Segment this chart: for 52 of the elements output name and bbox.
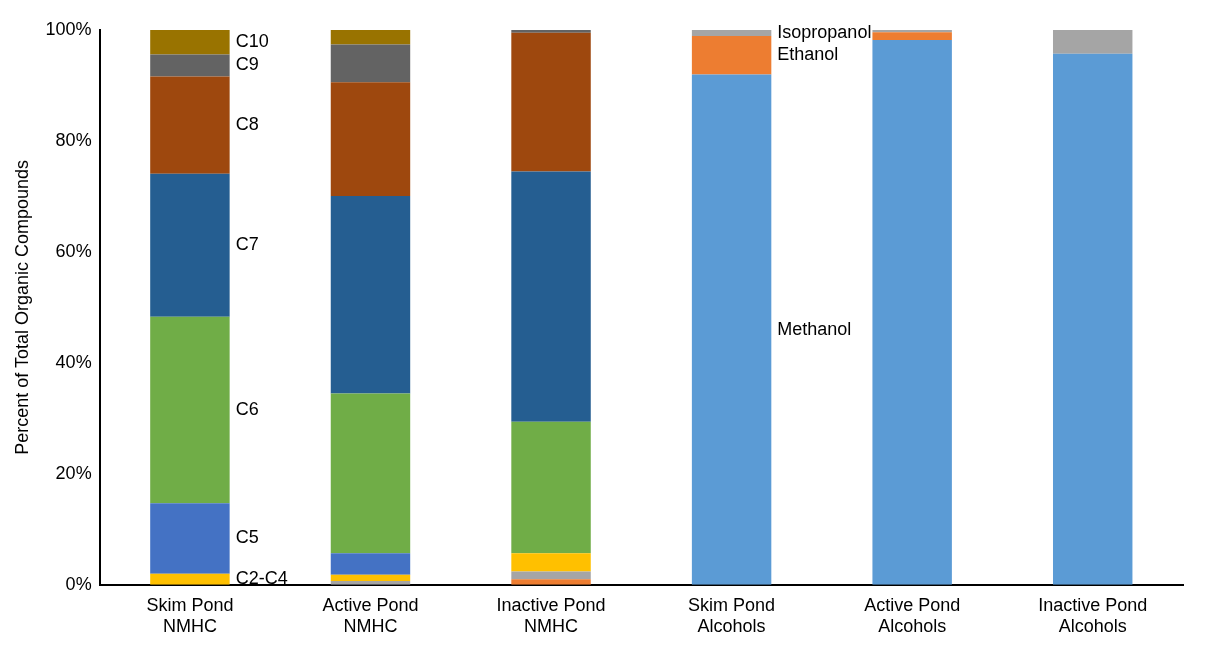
bar xyxy=(330,195,411,394)
series-label: C8 xyxy=(235,114,259,135)
bar xyxy=(691,74,772,585)
bar xyxy=(330,44,411,83)
bar xyxy=(511,30,591,33)
bar xyxy=(691,36,772,75)
y-tick-label: 100% xyxy=(45,18,92,39)
x-tick-label: Active Pond Alcohols xyxy=(864,594,961,637)
bar xyxy=(150,76,230,174)
bar xyxy=(150,316,230,504)
bar xyxy=(330,30,411,45)
series-label: C2-C4 xyxy=(235,568,288,589)
bar xyxy=(150,54,230,77)
bar xyxy=(872,30,952,33)
y-tick-label: 80% xyxy=(55,129,92,150)
bar xyxy=(150,503,230,574)
x-tick-label: Skim Pond Alcohols xyxy=(688,594,776,637)
bar xyxy=(1053,53,1133,585)
series-label: C6 xyxy=(235,399,259,420)
bar xyxy=(511,171,591,422)
bar xyxy=(511,571,591,580)
bar xyxy=(511,579,591,585)
y-tick-label: 0% xyxy=(65,573,92,594)
bar xyxy=(150,173,230,317)
series-label: C9 xyxy=(235,54,259,75)
bar xyxy=(511,421,591,554)
bar xyxy=(330,393,411,554)
bar xyxy=(872,32,952,40)
series-label: Ethanol xyxy=(777,44,839,65)
y-tick-label: 40% xyxy=(55,351,92,372)
bar xyxy=(330,553,411,575)
bar xyxy=(511,32,591,172)
bar xyxy=(691,30,772,37)
bar xyxy=(330,574,411,581)
x-tick-label: Active Pond NMHC xyxy=(322,594,419,637)
series-label: C7 xyxy=(235,234,259,255)
series-label: C10 xyxy=(235,31,269,52)
bar xyxy=(872,39,952,585)
bar xyxy=(150,573,230,585)
y-axis-title: Percent of Total Organic Compounds xyxy=(11,159,32,455)
x-tick-label: Inactive Pond NMHC xyxy=(496,594,606,637)
bar xyxy=(150,30,230,55)
bar xyxy=(1053,30,1133,54)
x-tick-label: Skim Pond NMHC xyxy=(146,594,234,637)
series-label: C5 xyxy=(235,527,259,548)
bar xyxy=(330,82,411,196)
series-label: Methanol xyxy=(777,318,852,339)
y-tick-label: 20% xyxy=(55,462,92,483)
bar xyxy=(511,553,591,572)
series-label: Isopropanol xyxy=(777,22,872,43)
x-tick-label: Inactive Pond Alcohols xyxy=(1038,594,1148,637)
y-tick-label: 60% xyxy=(55,240,92,261)
